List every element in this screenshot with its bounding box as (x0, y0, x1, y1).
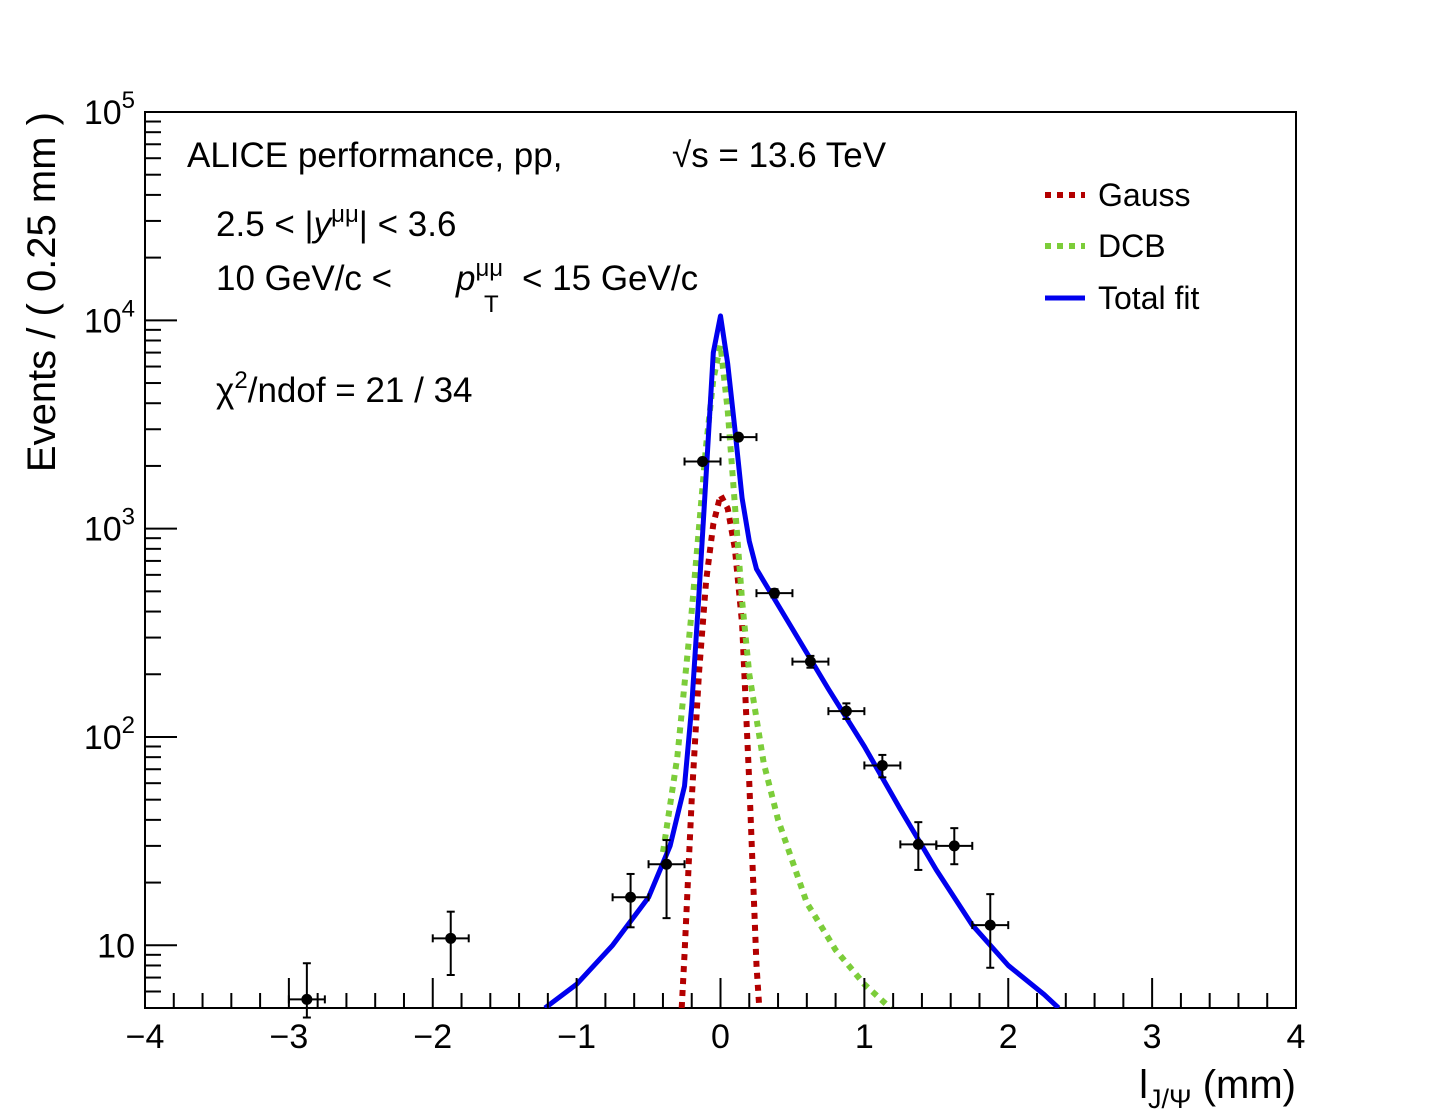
annotation-rapidity: 2.5 < |yμμ| < 3.6 (216, 201, 456, 244)
data-point (827, 702, 866, 720)
annotation-chi2: χ2/ndof = 21 / 34 (216, 367, 473, 410)
data-point (287, 962, 326, 1019)
data-point (683, 456, 722, 468)
annotation-pt-range: 10 GeV/c < pμμ T< 15 GeV/c (216, 255, 698, 318)
data-point (719, 431, 758, 443)
legend-label-total-fit: Total fit (1098, 280, 1199, 316)
data-marker (912, 838, 924, 850)
y-tick-label: 105 (84, 87, 135, 132)
y-axis-title: Events / ( 0.25 mm ) (20, 112, 64, 472)
data-marker (948, 840, 960, 852)
x-tick-label: −3 (269, 1018, 308, 1056)
data-marker (876, 759, 888, 771)
y-tick-label: 102 (84, 712, 135, 757)
data-marker (697, 456, 709, 468)
series-dcb (660, 342, 893, 1008)
series-gauss (678, 492, 763, 1008)
x-tick-label: −2 (413, 1018, 452, 1056)
data-marker (840, 705, 852, 717)
y-tick-label: 10 (97, 927, 135, 965)
data-point (611, 872, 650, 929)
data-points (287, 431, 1010, 1019)
x-axis-title-sub: J/Ψ (1148, 1084, 1192, 1114)
data-marker (445, 932, 457, 944)
x-axis-title: lJ/Ψ (mm) (1139, 1063, 1296, 1114)
x-tick-label: 1 (855, 1018, 874, 1056)
y-tick-label: 103 (84, 504, 135, 549)
data-marker (661, 858, 673, 870)
series-total-fit (543, 313, 1061, 1008)
data-point (431, 910, 470, 977)
legend: Gauss DCB Total fit (1045, 177, 1199, 316)
data-point (971, 893, 1010, 969)
data-point (791, 654, 830, 669)
x-axis-title-unit: (mm) (1192, 1063, 1296, 1107)
annotation-experiment: ALICE performance, pp, (187, 136, 562, 175)
x-tick-label: 0 (711, 1018, 730, 1056)
axes: −4 −3 −2 −1 0 1 2 3 4 10 102 103 104 105 (84, 87, 1306, 1056)
data-marker (984, 919, 996, 931)
data-point (647, 839, 686, 920)
data-marker (625, 891, 637, 903)
x-tick-label: −1 (557, 1018, 596, 1056)
x-tick-label: 3 (1143, 1018, 1162, 1056)
data-point (935, 827, 974, 866)
data-marker (732, 431, 744, 443)
legend-label-gauss: Gauss (1098, 177, 1190, 213)
data-marker (804, 656, 816, 668)
x-tick-label: 2 (999, 1018, 1018, 1056)
data-point (863, 753, 902, 779)
x-axis-title-var: l (1139, 1063, 1148, 1107)
annotation-energy: √s = 13.6 TeV (672, 136, 887, 175)
data-marker (768, 587, 780, 599)
x-tick-label: −4 (126, 1018, 165, 1056)
fit-curves (543, 313, 1061, 1008)
legend-label-dcb: DCB (1098, 228, 1166, 264)
data-point (755, 587, 794, 599)
x-tick-label: 4 (1287, 1018, 1306, 1056)
data-marker (301, 993, 313, 1005)
y-tick-label: 104 (84, 295, 135, 340)
annotations: ALICE performance, pp, √s = 13.6 TeV 2.5… (187, 136, 887, 410)
